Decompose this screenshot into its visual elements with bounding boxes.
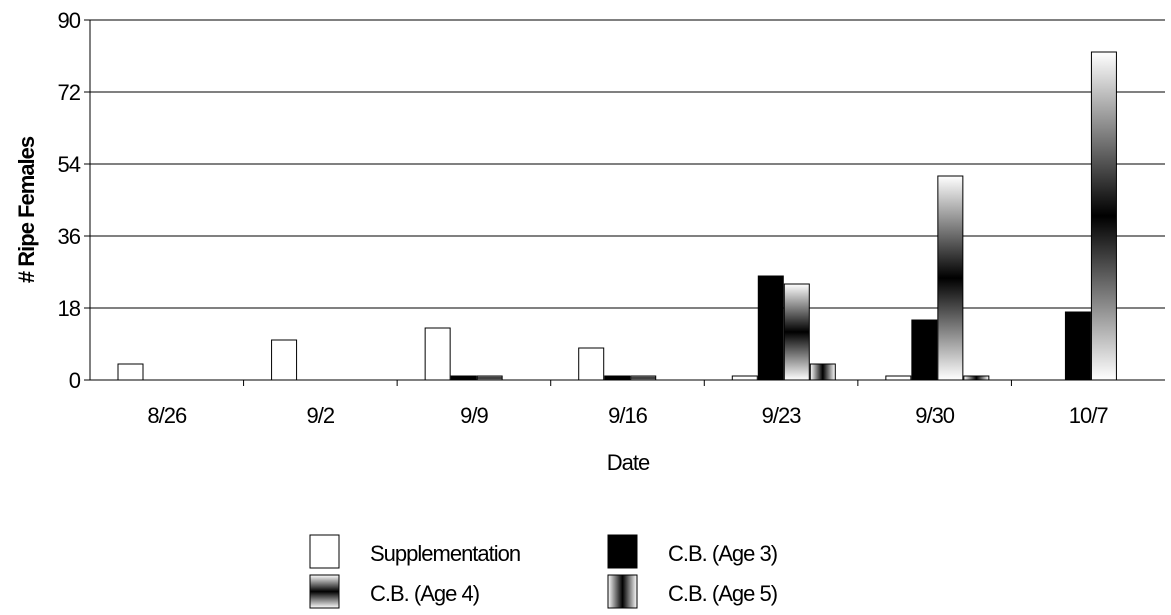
y-tick-label: 72 [58, 80, 81, 105]
x-tick-label: 9/9 [460, 403, 488, 428]
bar-c-b-age-3-3 [604, 375, 631, 381]
y-tick-label: 90 [58, 8, 81, 33]
legend-swatch [309, 534, 340, 569]
y-tick-label: 54 [58, 152, 81, 177]
bar-c-b-age-5-5 [963, 375, 990, 381]
y-tick-label: 36 [58, 224, 81, 249]
bar-supplementation-3 [578, 347, 605, 381]
x-tick-label: 9/2 [307, 403, 335, 428]
bar-c-b-age-3-4 [757, 275, 784, 381]
x-tick-label: 9/16 [608, 403, 648, 428]
y-tick-label: 18 [58, 296, 81, 321]
bar-supplementation-1 [271, 339, 298, 381]
legend-swatch [607, 574, 638, 609]
bar-supplementation-4 [731, 375, 758, 381]
legend-label: C.B. (Age 4) [370, 581, 479, 606]
legend-label: C.B. (Age 3) [668, 541, 777, 566]
y-ticks: 0 18 36 54 72 90 [58, 8, 90, 393]
gridlines [90, 19, 1165, 309]
legend-swatch [309, 574, 340, 609]
x-axis-title: Date [607, 450, 650, 475]
bar-c-b-age-3-5 [911, 319, 938, 381]
x-tick-label: 10/7 [1069, 403, 1109, 428]
bar-c-b-age-4-2 [476, 375, 503, 381]
bar-supplementation-0 [117, 363, 144, 381]
bar-c-b-age-4-4 [783, 283, 810, 381]
bar-supplementation-5 [885, 375, 912, 381]
bar-c-b-age-4-5 [937, 175, 964, 381]
bar-c-b-age-4-3 [630, 375, 657, 381]
x-ticks: 8/26 9/2 9/9 9/16 9/23 9/30 10/7 [147, 380, 1109, 428]
legend-swatch [607, 534, 638, 569]
y-tick-label: 0 [69, 368, 81, 393]
legend-label: Supplementation [370, 541, 520, 566]
bar-c-b-age-4-6 [1090, 51, 1117, 381]
bars [117, 51, 1117, 381]
y-axis-title: # Ripe Females [14, 136, 39, 283]
x-tick-label: 9/30 [915, 403, 955, 428]
x-tick-label: 9/23 [762, 403, 802, 428]
bar-c-b-age-3-2 [450, 375, 477, 381]
bar-supplementation-2 [424, 327, 451, 381]
bar-c-b-age-5-4 [809, 363, 836, 381]
legend-label: C.B. (Age 5) [668, 581, 777, 606]
x-tick-label: 8/26 [147, 403, 187, 428]
legend: Supplementation C.B. (Age 3) C.B. (Age 4) C… [309, 534, 778, 609]
bar-c-b-age-3-6 [1064, 311, 1091, 381]
